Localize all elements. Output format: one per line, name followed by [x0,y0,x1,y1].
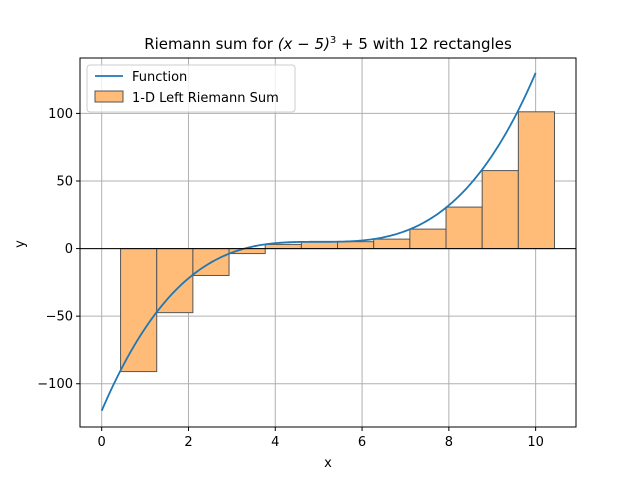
x-tick-label: 4 [271,435,279,450]
riemann-bar [264,243,302,250]
legend: Function 1-D Left Riemann Sum [86,64,296,113]
legend-bars-label: 1-D Left Riemann Sum [132,91,279,106]
y-tick-label: 0 [65,242,73,257]
x-tick-label: 8 [445,435,453,450]
x-axis-label: x [324,456,332,471]
y-axis-ticks: −100 −50 0 50 100 [37,107,80,392]
title-prefix: Riemann sum for [144,35,278,53]
riemann-bar [337,241,375,250]
legend-function-label: Function [132,70,187,85]
x-tick-label: 2 [184,435,192,450]
riemann-bar [300,241,339,250]
riemann-bar [120,248,158,373]
x-tick-label: 10 [527,435,544,450]
y-tick-label: −100 [37,377,73,392]
y-tick-label: −50 [46,310,73,325]
axes-frame [79,57,577,428]
x-tick-label: 6 [358,435,366,450]
y-tick-label: 50 [56,175,73,190]
title-exponent: 3 [330,35,336,46]
legend-box [86,64,296,113]
riemann-bars [120,111,556,373]
legend-bars-swatch [94,90,124,103]
riemann-bar [373,238,411,250]
riemann-bar [409,228,447,250]
riemann-bar [481,170,519,250]
x-tick-label: 0 [98,435,106,450]
title-math: (x − 5) [278,35,330,53]
y-axis-label: y [13,240,28,248]
x-axis-ticks: 0 2 4 6 8 10 [98,427,544,450]
function-curve [100,72,537,412]
riemann-bar [517,111,556,250]
riemann-bar [445,206,483,250]
chart-title: Riemann sum for (x − 5)3 + 5 with 12 rec… [144,35,512,53]
riemann-bar [156,248,194,314]
y-tick-label: 100 [48,107,73,122]
title-suffix: + 5 with 12 rectangles [336,35,512,53]
